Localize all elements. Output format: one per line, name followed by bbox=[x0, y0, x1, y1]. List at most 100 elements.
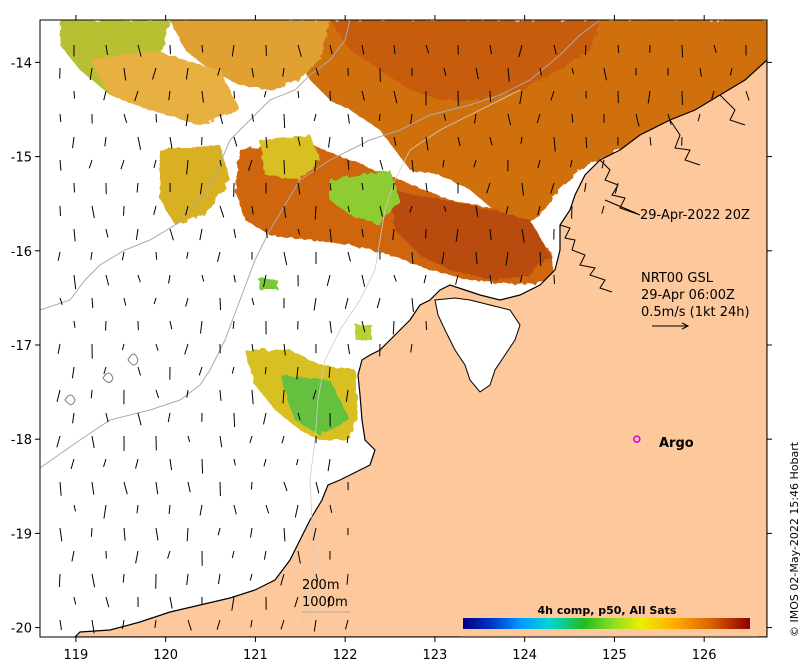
current-vector bbox=[361, 90, 365, 101]
current-vector bbox=[56, 435, 61, 448]
inlet-king-sound bbox=[434, 297, 521, 393]
current-vector bbox=[647, 90, 651, 104]
current-vector bbox=[105, 412, 109, 423]
current-vector bbox=[233, 504, 237, 515]
sst-patch-northwest-2 bbox=[90, 50, 240, 125]
current-vector bbox=[105, 44, 108, 55]
current-vector bbox=[123, 297, 127, 306]
current-vector bbox=[154, 619, 157, 628]
sst-patch-central-green bbox=[330, 170, 400, 225]
current-vector bbox=[105, 274, 110, 286]
argo-float-marker[interactable] bbox=[633, 435, 641, 443]
current-vector bbox=[361, 182, 364, 191]
current-vector bbox=[103, 458, 107, 467]
lat-tick-label: -20 bbox=[11, 622, 32, 637]
current-vector bbox=[312, 527, 317, 541]
current-vector bbox=[585, 136, 588, 149]
current-vector bbox=[442, 159, 445, 168]
current-vector bbox=[411, 159, 414, 173]
current-vector bbox=[199, 320, 203, 334]
current-vector bbox=[59, 113, 62, 123]
colorbar-tick-label: 31 bbox=[718, 635, 733, 648]
current-vector bbox=[314, 159, 317, 172]
current-vector bbox=[519, 274, 523, 282]
current-vector bbox=[361, 228, 364, 238]
current-vector bbox=[137, 44, 142, 57]
swath-time-label: 29-Apr-2022 20Z bbox=[640, 208, 750, 223]
current-vector bbox=[231, 366, 235, 374]
current-vector bbox=[505, 251, 509, 266]
current-vectors bbox=[56, 44, 750, 634]
colorbar-ticks: 26 27 28 29 30 31 bbox=[479, 635, 733, 648]
colorbar-tick-label: 29 bbox=[623, 635, 638, 648]
current-vector bbox=[393, 136, 397, 146]
current-vector bbox=[329, 228, 332, 243]
current-vector bbox=[134, 90, 139, 102]
current-vector bbox=[392, 182, 395, 190]
current-vector bbox=[73, 274, 77, 290]
current-vector bbox=[312, 389, 317, 400]
current-vector bbox=[91, 619, 95, 634]
bathymetry-shelf-edge bbox=[299, 89, 521, 631]
current-vector bbox=[185, 205, 189, 216]
current-vector bbox=[489, 228, 492, 241]
colorbar-ramp bbox=[463, 618, 750, 629]
current-vector bbox=[315, 67, 319, 76]
sst-patch-small-1 bbox=[355, 325, 372, 340]
current-vector bbox=[571, 113, 574, 123]
current-vector bbox=[56, 389, 61, 402]
current-vector bbox=[167, 550, 171, 559]
sst-field bbox=[60, 20, 767, 440]
current-vector bbox=[155, 389, 160, 399]
bathymetry-legend-200m: 200m bbox=[302, 578, 339, 593]
lat-tick-label: -14 bbox=[11, 56, 32, 71]
current-vector bbox=[328, 136, 331, 148]
current-vector bbox=[153, 159, 157, 169]
current-vector bbox=[361, 320, 366, 333]
map-plot-area[interactable]: Argo 29-Apr-2022 20Z NRT00 GSL 29-Apr 06… bbox=[40, 20, 767, 648]
current-vector bbox=[153, 297, 157, 305]
current-vector bbox=[280, 619, 285, 630]
current-vector bbox=[313, 113, 317, 122]
current-vector bbox=[711, 90, 715, 100]
current-vector bbox=[155, 343, 159, 351]
colorbar-tick-label: 26 bbox=[479, 635, 495, 648]
current-vector bbox=[185, 113, 189, 127]
current-vector bbox=[584, 182, 587, 192]
current-vector bbox=[184, 343, 189, 355]
current-vector bbox=[283, 527, 286, 542]
current-vector bbox=[233, 90, 236, 99]
current-vector bbox=[103, 90, 107, 101]
current-vector bbox=[393, 274, 397, 282]
coastline-kimberley bbox=[559, 94, 746, 293]
current-vector bbox=[425, 320, 428, 330]
current-vector bbox=[135, 550, 139, 564]
current-vector bbox=[219, 389, 222, 401]
current-vector bbox=[282, 389, 285, 404]
current-vector bbox=[169, 136, 173, 149]
current-vector bbox=[103, 504, 107, 519]
current-vector bbox=[250, 527, 253, 538]
current-vector bbox=[153, 205, 157, 216]
current-vector bbox=[521, 228, 525, 243]
current-vector bbox=[263, 274, 267, 288]
current-vector bbox=[553, 136, 556, 152]
current-vector bbox=[521, 182, 524, 196]
lon-tick-label: 123 bbox=[422, 648, 447, 663]
current-vector bbox=[283, 251, 288, 266]
current-vector bbox=[280, 573, 285, 586]
current-vector bbox=[507, 67, 510, 82]
current-vector bbox=[59, 619, 62, 631]
colorbar-tick-label: 28 bbox=[575, 635, 590, 648]
current-vector bbox=[185, 67, 189, 80]
current-vector bbox=[59, 159, 62, 171]
current-vector bbox=[251, 343, 254, 352]
current-vector bbox=[617, 44, 620, 53]
sst-patch-north-3 bbox=[170, 20, 330, 90]
current-vector bbox=[550, 182, 555, 194]
current-vector bbox=[89, 67, 93, 81]
lon-tick-label: 121 bbox=[243, 648, 268, 663]
current-vector bbox=[232, 320, 235, 329]
current-vector bbox=[282, 67, 285, 77]
current-vector bbox=[296, 366, 299, 380]
